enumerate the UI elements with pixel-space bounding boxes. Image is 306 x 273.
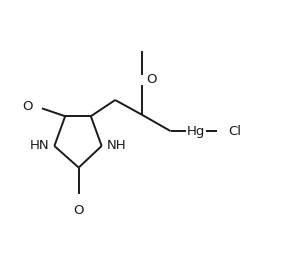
Text: NH: NH: [106, 140, 126, 152]
Text: Cl: Cl: [228, 124, 241, 138]
Text: Hg: Hg: [187, 124, 205, 138]
Text: O: O: [147, 73, 157, 86]
Text: O: O: [73, 203, 84, 216]
Text: O: O: [23, 100, 33, 113]
Text: HN: HN: [30, 140, 50, 152]
